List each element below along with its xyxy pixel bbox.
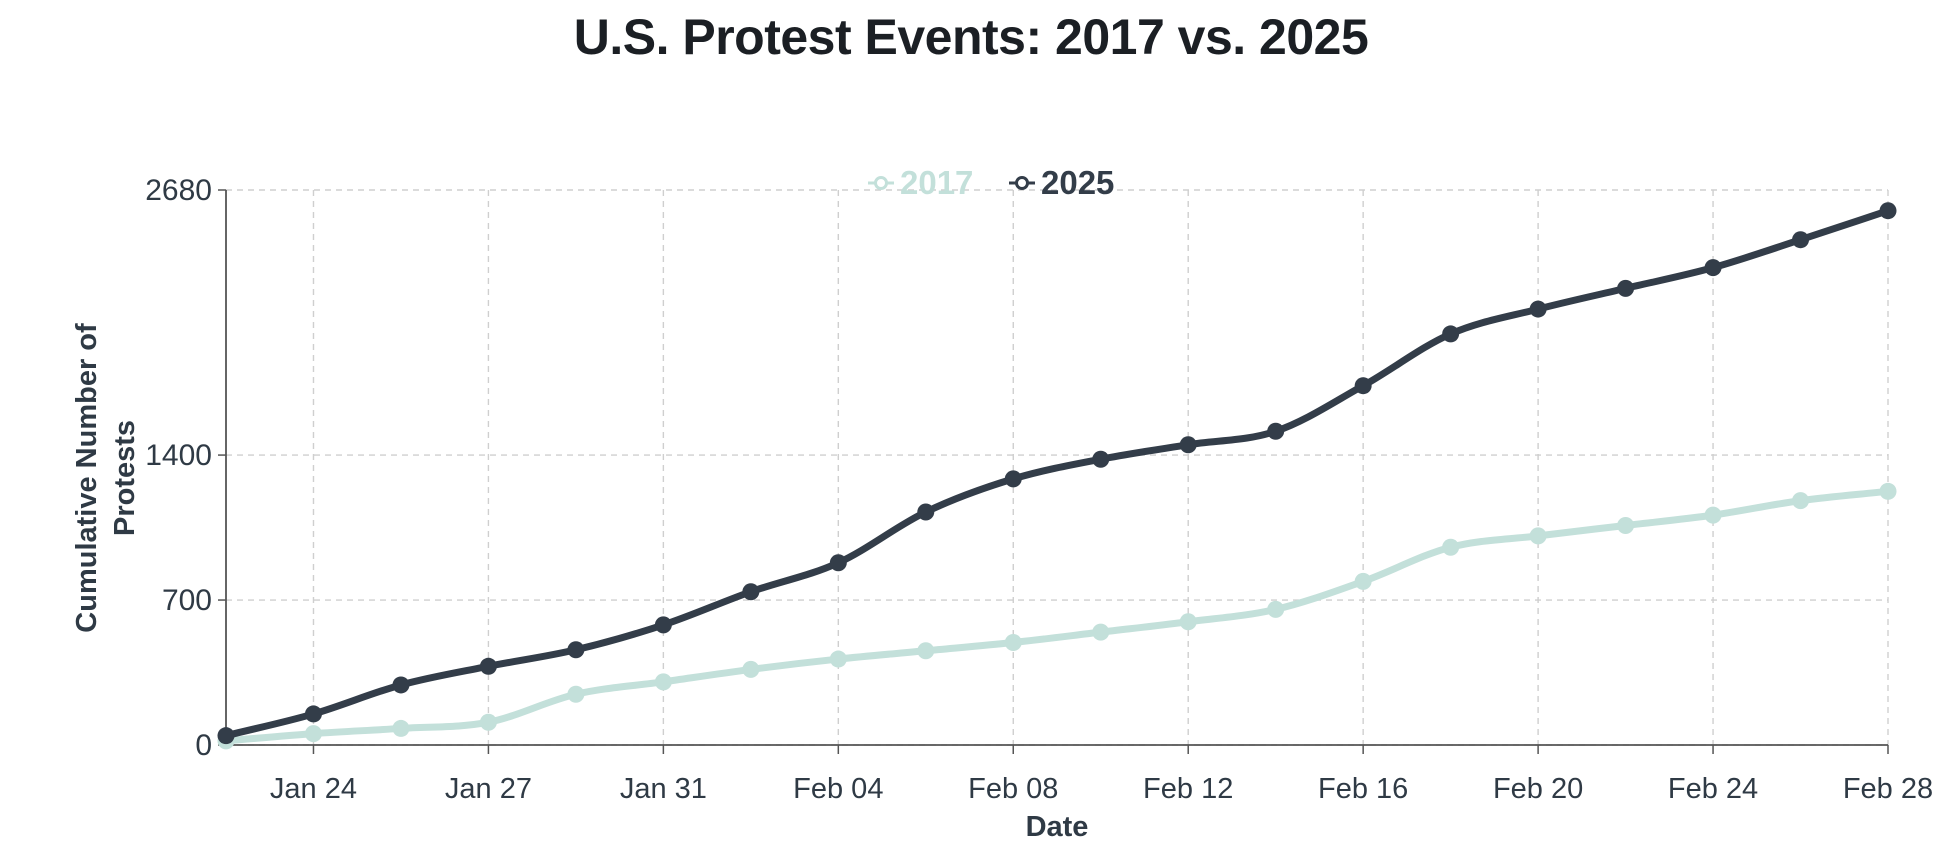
series-line-2017 [222,487,1892,745]
data-point-2025-Feb 22[interactable] [1617,279,1635,297]
data-point-2017-Feb 22[interactable] [1617,516,1635,534]
data-point-2025-Feb 14[interactable] [1267,422,1285,440]
series-line-2025 [222,207,1892,740]
x-tick-label: Feb 28 [1843,773,1933,805]
data-point-2017-Feb 18[interactable] [1442,538,1460,556]
chart-title: U.S. Protest Events: 2017 vs. 2025 [573,9,1369,65]
legend-marker [1015,176,1029,190]
data-point-2025-Jan 22[interactable] [217,727,235,745]
data-point-2017-Feb 06[interactable] [917,642,935,660]
data-point-2025-Feb 20[interactable] [1529,300,1547,318]
data-point-2025-Jan 29[interactable] [567,641,585,659]
legend-marker [874,176,888,190]
data-point-2017-Feb 08[interactable] [1004,633,1022,651]
x-tick-label: Feb 04 [793,773,883,805]
data-point-2017-Feb 02[interactable] [742,660,760,678]
series-layer [217,202,1897,750]
data-point-2025-Feb 16[interactable] [1354,377,1372,395]
x-tick-label: Jan 31 [620,773,707,805]
data-point-2025-Feb 12[interactable] [1179,436,1197,454]
x-tick-label: Feb 24 [1668,773,1758,805]
x-tick-label: Feb 16 [1318,773,1408,805]
data-point-2017-Feb 26[interactable] [1792,492,1810,510]
y-tick-label: 700 [162,584,212,617]
data-point-2017-Jan 26[interactable] [392,719,410,737]
y-axis-title: Cumulative Number of Protests [71,323,141,633]
series-2017 [217,482,1897,750]
data-point-2017-Jan 31[interactable] [654,673,672,691]
x-tick-label: Feb 08 [968,773,1058,805]
data-point-2017-Feb 28[interactable] [1879,482,1897,500]
axes: 0 700 1400 2680 Jan 24 Jan 27 Jan 31 Feb 04 Feb … [145,174,1933,805]
x-tick-label: Feb 12 [1143,773,1233,805]
data-point-2017-Feb 10[interactable] [1092,623,1110,641]
data-point-2025-Feb 28[interactable] [1879,202,1897,220]
legend-label: 2017 [900,164,973,201]
data-point-2025-Feb 24[interactable] [1704,259,1722,277]
data-point-2017-Feb 20[interactable] [1529,527,1547,545]
data-point-2017-Jan 29[interactable] [567,685,585,703]
data-point-2017-Feb 24[interactable] [1704,506,1722,524]
data-point-2025-Jan 31[interactable] [654,616,672,634]
legend-label: 2025 [1041,164,1114,201]
data-point-2025-Feb 08[interactable] [1004,470,1022,488]
x-tick-label: Feb 20 [1493,773,1583,805]
y-tick-label: 2680 [145,174,212,207]
data-point-2017-Feb 16[interactable] [1354,572,1372,590]
data-point-2025-Feb 02[interactable] [742,583,760,601]
x-tick-label: Jan 24 [270,773,357,805]
y-tick-label: 0 [195,729,212,762]
x-tick-label: Jan 27 [445,773,532,805]
legend-item-2017[interactable]: 2017 [868,164,973,201]
data-point-2025-Feb 04[interactable] [829,554,847,572]
data-point-2025-Feb 10[interactable] [1092,450,1110,468]
legend-item-2025[interactable]: 2025 [1009,164,1114,201]
data-point-2017-Feb 12[interactable] [1179,613,1197,631]
data-point-2017-Jan 24[interactable] [304,725,322,743]
data-point-2025-Jan 26[interactable] [392,676,410,694]
data-point-2025-Feb 06[interactable] [917,503,935,521]
x-axis-title: Date [1026,811,1089,843]
data-point-2017-Feb 14[interactable] [1267,600,1285,618]
data-point-2025-Jan 27[interactable] [479,657,497,675]
data-point-2017-Jan 27[interactable] [479,713,497,731]
data-point-2025-Jan 24[interactable] [304,705,322,723]
y-tick-label: 1400 [145,439,212,472]
legend[interactable]: 2017 2025 [868,164,1114,201]
data-point-2025-Feb 26[interactable] [1792,231,1810,249]
data-point-2017-Feb 04[interactable] [829,650,847,668]
series-2025 [217,202,1897,745]
data-point-2025-Feb 18[interactable] [1442,325,1460,343]
